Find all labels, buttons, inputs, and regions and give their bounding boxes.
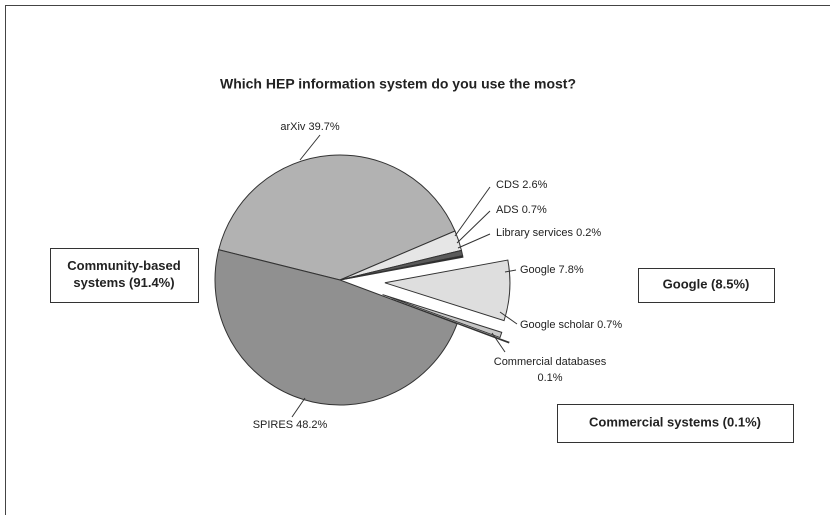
leader-line [299, 134, 321, 161]
annotation-box: Community-based systems (91.4%) [50, 248, 199, 303]
leader-line [504, 269, 517, 273]
slice-value: 48.2% [296, 419, 327, 431]
slice-category: CDS [496, 179, 519, 191]
leader-line [291, 397, 306, 418]
annotation-frame [50, 248, 199, 303]
annotation-frame [557, 404, 794, 443]
slice-category: Commercial databases [494, 356, 607, 368]
pie-slice [384, 259, 511, 322]
pie-slice [218, 154, 456, 281]
slice-category: ADS [496, 204, 519, 216]
leader-line [491, 332, 506, 353]
slice-category: Google scholar [520, 319, 594, 331]
slice-category: Library services [496, 227, 574, 239]
slice-category: SPIRES [253, 419, 293, 431]
slice-value: 0.7% [597, 319, 622, 331]
pie-slice [339, 255, 464, 281]
chart-title: Which HEP information system do you use … [220, 76, 576, 92]
annotation-text: Commercial systems (0.1%) [589, 414, 761, 429]
slice-label: arXiv 39.7% [280, 121, 340, 133]
pie-slice [382, 294, 503, 339]
annotation-frame [638, 268, 775, 303]
slice-value: 39.7% [308, 121, 339, 133]
slice-label: Commercial databases 0.1% [494, 356, 607, 384]
slice-label: CDS 2.6% [496, 179, 548, 191]
leader-line [454, 186, 491, 237]
slice-label: ADS 0.7% [496, 204, 547, 216]
leader-line [456, 210, 491, 244]
annotation-text: Google (8.5%) [663, 276, 750, 291]
slice-value: 0.7% [522, 204, 547, 216]
slice-category: arXiv [280, 121, 306, 133]
slice-value: 0.2% [576, 227, 601, 239]
frame [5, 5, 830, 515]
annotation-text: systems (91.4%) [73, 275, 174, 290]
annotation-box: Google (8.5%) [638, 268, 775, 303]
slice-label: SPIRES 48.2% [253, 419, 328, 431]
slice-value: 0.1% [537, 372, 562, 384]
annotation-box: Commercial systems (0.1%) [557, 404, 794, 443]
slice-label: Google scholar 0.7% [520, 319, 622, 331]
slice-label: Library services 0.2% [496, 227, 601, 239]
slice-value: 2.6% [522, 179, 547, 191]
slice-category: Google [520, 264, 555, 276]
slice-value: 7.8% [559, 264, 584, 276]
pie-slice [214, 249, 458, 406]
leader-line [499, 311, 518, 325]
slice-label: Google 7.8% [520, 264, 584, 276]
leader-line [457, 233, 491, 249]
annotation-text: Community-based [67, 258, 180, 273]
